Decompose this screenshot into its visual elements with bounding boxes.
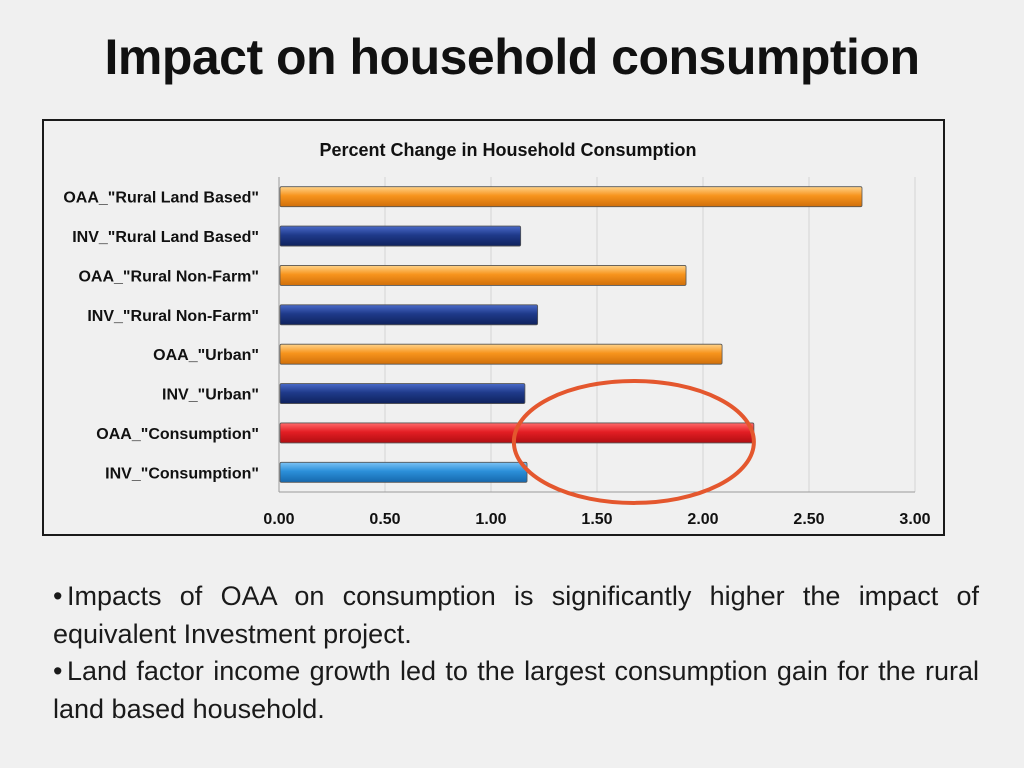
bar	[279, 304, 539, 326]
x-tick-label: 2.50	[793, 511, 824, 528]
x-tick-labels: 0.00 0.50 1.00 1.50 2.00 2.50 3.00	[263, 511, 930, 528]
bar-chart: Percent Change in Household Consumption …	[63, 140, 930, 528]
category-label: OAA_"Consumption"	[96, 426, 259, 443]
highlight-ellipse	[511, 378, 756, 505]
gridlines	[278, 177, 916, 493]
x-tick-label: 0.50	[369, 511, 400, 528]
bullet-text-1: Impacts of OAA on consumption is signifi…	[53, 581, 979, 649]
x-tick-label: 3.00	[899, 511, 930, 528]
category-label: OAA_"Rural Non-Farm"	[78, 268, 259, 285]
slide-title: Impact on household consumption	[104, 29, 920, 85]
bar	[279, 225, 522, 247]
category-label: INV_"Urban"	[162, 387, 259, 404]
bullet-text-2: Land factor income growth led to the lar…	[53, 656, 979, 724]
bullet-item-1: • Impacts of OAA on consumption is signif…	[53, 578, 979, 653]
category-label: OAA_"Rural Land Based"	[63, 190, 259, 207]
bar	[279, 461, 528, 483]
bars	[279, 186, 863, 483]
highlight-annotation	[511, 378, 756, 505]
chart-title: Percent Change in Household Consumption	[319, 140, 696, 160]
category-label: INV_"Rural Land Based"	[72, 229, 259, 246]
chart-frame: Percent Change in Household Consumption …	[42, 119, 945, 536]
category-label: OAA_"Urban"	[153, 347, 259, 364]
bar	[279, 186, 863, 208]
bar	[279, 343, 723, 365]
x-tick-label: 2.00	[687, 511, 718, 528]
category-label: INV_"Rural Non-Farm"	[87, 308, 259, 325]
bullet-dot-icon: •	[53, 581, 63, 611]
bullet-dot-icon: •	[53, 656, 63, 686]
bar	[279, 383, 526, 404]
category-label: INV_"Consumption"	[105, 465, 259, 482]
bar	[279, 265, 687, 286]
bullet-list: • Impacts of OAA on consumption is signif…	[53, 578, 979, 728]
x-tick-label: 1.50	[581, 511, 612, 528]
bullet-item-2: • Land factor income growth led to the la…	[53, 653, 979, 728]
x-tick-label: 0.00	[263, 511, 294, 528]
category-labels: OAA_"Rural Land Based" INV_"Rural Land Ba…	[63, 190, 259, 483]
x-tick-label: 1.00	[475, 511, 506, 528]
